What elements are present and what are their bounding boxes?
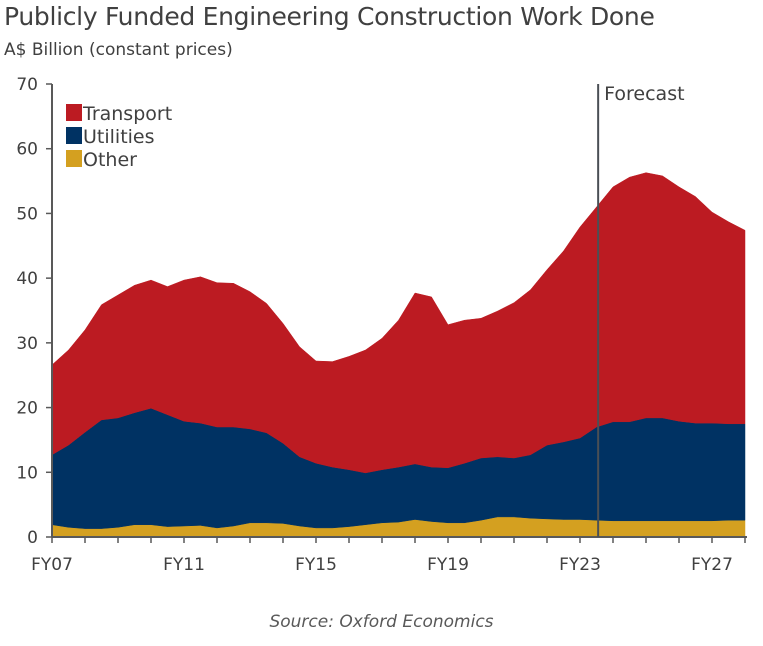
y-tick-label: 70 <box>16 75 38 95</box>
forecast-label: Forecast <box>604 83 684 105</box>
source-note: Source: Oxford Economics <box>269 612 494 632</box>
y-tick-label: 30 <box>16 334 38 354</box>
x-tick-label: FY07 <box>31 555 73 575</box>
y-tick-label: 60 <box>16 140 38 160</box>
x-tick-label: FY27 <box>691 555 733 575</box>
y-tick-label: 50 <box>16 204 38 224</box>
x-tick-label: FY15 <box>295 555 337 575</box>
y-tick-label: 10 <box>16 463 38 483</box>
x-tick-label: FY19 <box>427 555 469 575</box>
x-tick-label: FY11 <box>163 555 205 575</box>
legend-swatch-other <box>66 150 82 167</box>
legend-label-transport: Transport <box>82 103 172 125</box>
legend-label-other: Other <box>83 149 137 171</box>
y-axis-label: A$ Billion (constant prices) <box>4 40 233 60</box>
y-tick-label: 40 <box>16 269 38 289</box>
legend-label-utilities: Utilities <box>83 126 155 148</box>
area-transport <box>51 172 746 474</box>
legend-swatch-transport <box>66 104 82 121</box>
x-tick-label: FY23 <box>559 555 601 575</box>
legend-swatch-utilities <box>66 127 82 144</box>
y-tick-label: 20 <box>16 399 38 419</box>
y-tick-label: 0 <box>27 528 38 548</box>
chart-title: Publicly Funded Engineering Construction… <box>4 2 655 31</box>
